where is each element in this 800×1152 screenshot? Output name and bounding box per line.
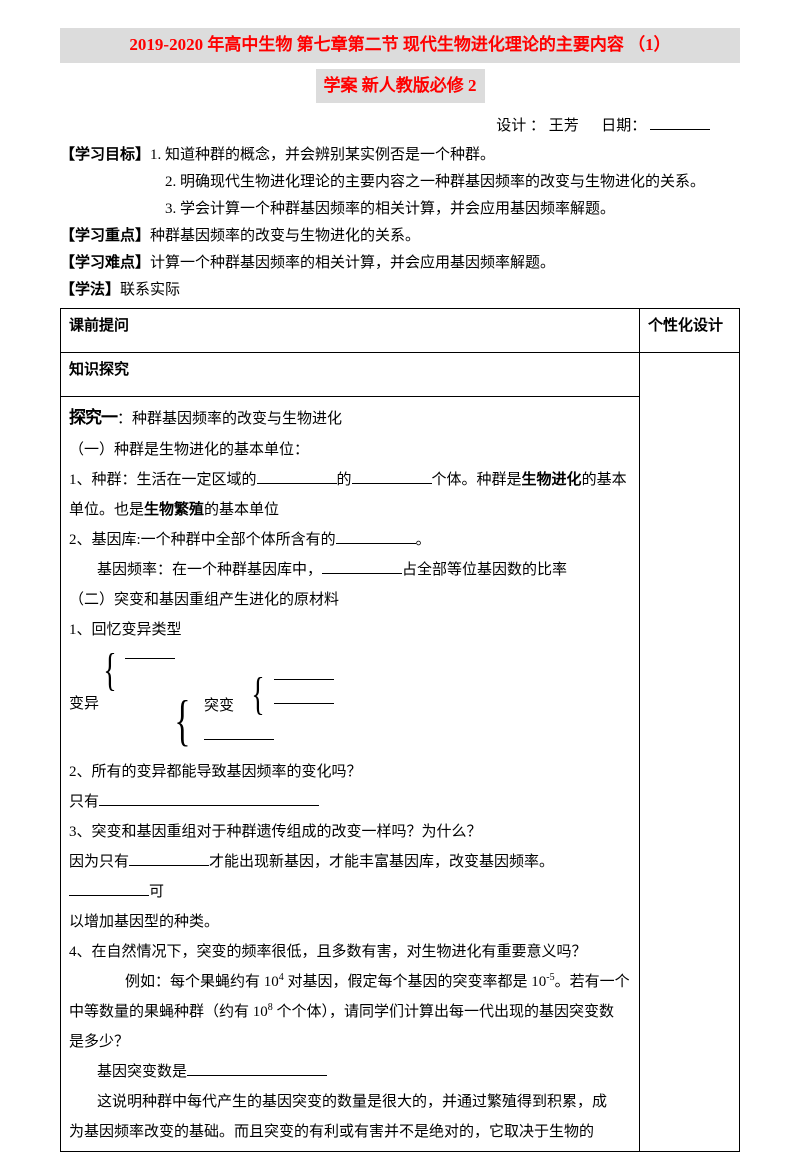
b3-mid: 才能出现新基因，才能丰富基因库，改变基因频率。 [209, 854, 554, 870]
a2b-pre: 基因频率：在一个种群基因库中， [97, 562, 322, 578]
blank-a2 [336, 529, 416, 544]
difficulty-text: 计算一个种群基因频率的相关计算，并会应用基因频率解题。 [150, 255, 555, 271]
a1-l2-post: 的基本单位 [204, 502, 279, 518]
a1-bold2: 生物繁殖 [144, 502, 204, 518]
b4-ex-pre: 例如：每个果蝇约有 10 [125, 974, 279, 990]
b4-sup2: -5 [546, 972, 554, 983]
date-blank [650, 115, 710, 130]
brace-2: { [174, 693, 190, 749]
blank-a1-1 [257, 469, 337, 484]
a1-post2: 的基本 [582, 472, 627, 488]
explore-label: 探究一 [69, 408, 117, 427]
b4-conc: 这说明种群中每代产生的基因突变的数量是很大的，并通过繁殖得到积累，成 [69, 1087, 631, 1117]
personal-body [640, 353, 740, 1152]
a1-post: 个体。种群是 [432, 472, 522, 488]
a1-pre: 1、种群：生活在一定区域的 [69, 472, 257, 488]
b4-l2-pre: 中等数量的果蝇种群（约有 10 [69, 1004, 268, 1020]
goal-1: 1. 知道种群的概念，并会辨别某实例否是一个种群。 [150, 147, 495, 163]
explore-title: ：种群基因频率的改变与生物进化 [117, 411, 342, 427]
content-cell: 探究一：种群基因频率的改变与生物进化 （一）种群是生物进化的基本单位： 1、种群… [61, 397, 640, 1152]
designer-name: 王芳 [549, 118, 579, 134]
diag-bianyi: 变异 [69, 689, 99, 719]
key-label: 【学习重点】 [60, 228, 150, 244]
meta-line: 设计 ： 王芳 日期： [60, 113, 740, 140]
knowledge-cell: 知识探究 [61, 353, 640, 397]
blank-b3-2 [69, 881, 149, 896]
doc-title-line1: 2019-2020 年高中生物 第七章第二节 现代生物进化理论的主要内容 （1） [60, 28, 740, 63]
a1-bold1: 生物进化 [522, 472, 582, 488]
sec-b: （二）突变和基因重组产生进化的原材料 [69, 585, 631, 615]
b4: 4、在自然情况下，突变的频率很低，且多数有害，对生物进化有重要意义吗？ [69, 937, 631, 967]
method-text: 联系实际 [120, 282, 180, 298]
diag-line-3 [274, 703, 334, 704]
blank-b2 [99, 791, 319, 806]
brace-3: { [251, 671, 264, 717]
diag-line-1 [125, 658, 175, 659]
designer-label: 设计 ： [496, 118, 545, 134]
blank-a1-2 [352, 469, 432, 484]
a1-mid: 的 [337, 472, 352, 488]
date-label: 日期： [601, 118, 646, 134]
b3-post: 可 [149, 884, 164, 900]
b4-conc2: 为基因频率改变的基础。而且突变的有利或有害并不是绝对的，它取决于生物的 [69, 1117, 631, 1147]
a2-post: 。 [416, 532, 431, 548]
personal-cell: 个性化设计 [640, 309, 740, 353]
key-text: 种群基因频率的改变与生物进化的关系。 [150, 228, 420, 244]
doc-title-line2-wrap: 学案 新人教版必修 2 [60, 69, 740, 104]
diag-tubian: 突变 [204, 691, 234, 721]
goal-3: 3. 学会计算一个种群基因频率的相关计算，并会应用基因频率解题。 [60, 196, 740, 223]
method-label: 【学法】 [60, 282, 120, 298]
preclass-cell: 课前提问 [61, 309, 640, 353]
brace-1: { [103, 647, 116, 693]
a2-pre: 2、基因库:一个种群中全部个体所含有的 [69, 532, 336, 548]
sec-a: （一）种群是生物进化的基本单位： [69, 435, 631, 465]
blank-b4 [187, 1061, 327, 1076]
a1-l2-pre: 单位。也是 [69, 502, 144, 518]
b3-pre: 因为只有 [69, 854, 129, 870]
blank-a2b [322, 559, 402, 574]
diag-line-4 [204, 739, 274, 740]
b3: 3、突变和基因重组对于种群遗传组成的改变一样吗？为什么？ [69, 817, 631, 847]
goals-label: 【学习目标】 [60, 147, 150, 163]
b4-ex-mid2: 。若有一个 [555, 974, 630, 990]
goals-block: 【学习目标】1. 知道种群的概念，并会辨别某实例否是一个种群。 2. 明确现代生… [60, 142, 740, 304]
variation-diagram: 变异 { { 突变 { [69, 651, 631, 751]
doc-title-line2: 学案 新人教版必修 2 [316, 69, 485, 104]
b3-l2: 以增加基因型的种类。 [69, 907, 631, 937]
b2-ans: 只有 [69, 794, 99, 810]
b4-ex-mid1: 对基因，假定每个基因的突变率都是 10 [284, 974, 547, 990]
main-table: 课前提问 个性化设计 知识探究 探究一：种群基因频率的改变与生物进化 （一）种群… [60, 308, 740, 1152]
blank-b3-1 [129, 851, 209, 866]
b4-ans: 基因突变数是 [97, 1064, 187, 1080]
b4-l3: 是多少？ [69, 1027, 631, 1057]
a2b-post: 占全部等位基因数的比率 [402, 562, 567, 578]
b4-l2-post: 个个体），请同学们计算出每一代出现的基因突变数 [273, 1004, 614, 1020]
difficulty-label: 【学习难点】 [60, 255, 150, 271]
b1: 1、回忆变异类型 [69, 615, 631, 645]
goal-2: 2. 明确现代生物进化理论的主要内容之一种群基因频率的改变与生物进化的关系。 [60, 169, 740, 196]
b2: 2、所有的变异都能导致基因频率的变化吗？ [69, 757, 631, 787]
diag-line-2 [274, 679, 334, 680]
